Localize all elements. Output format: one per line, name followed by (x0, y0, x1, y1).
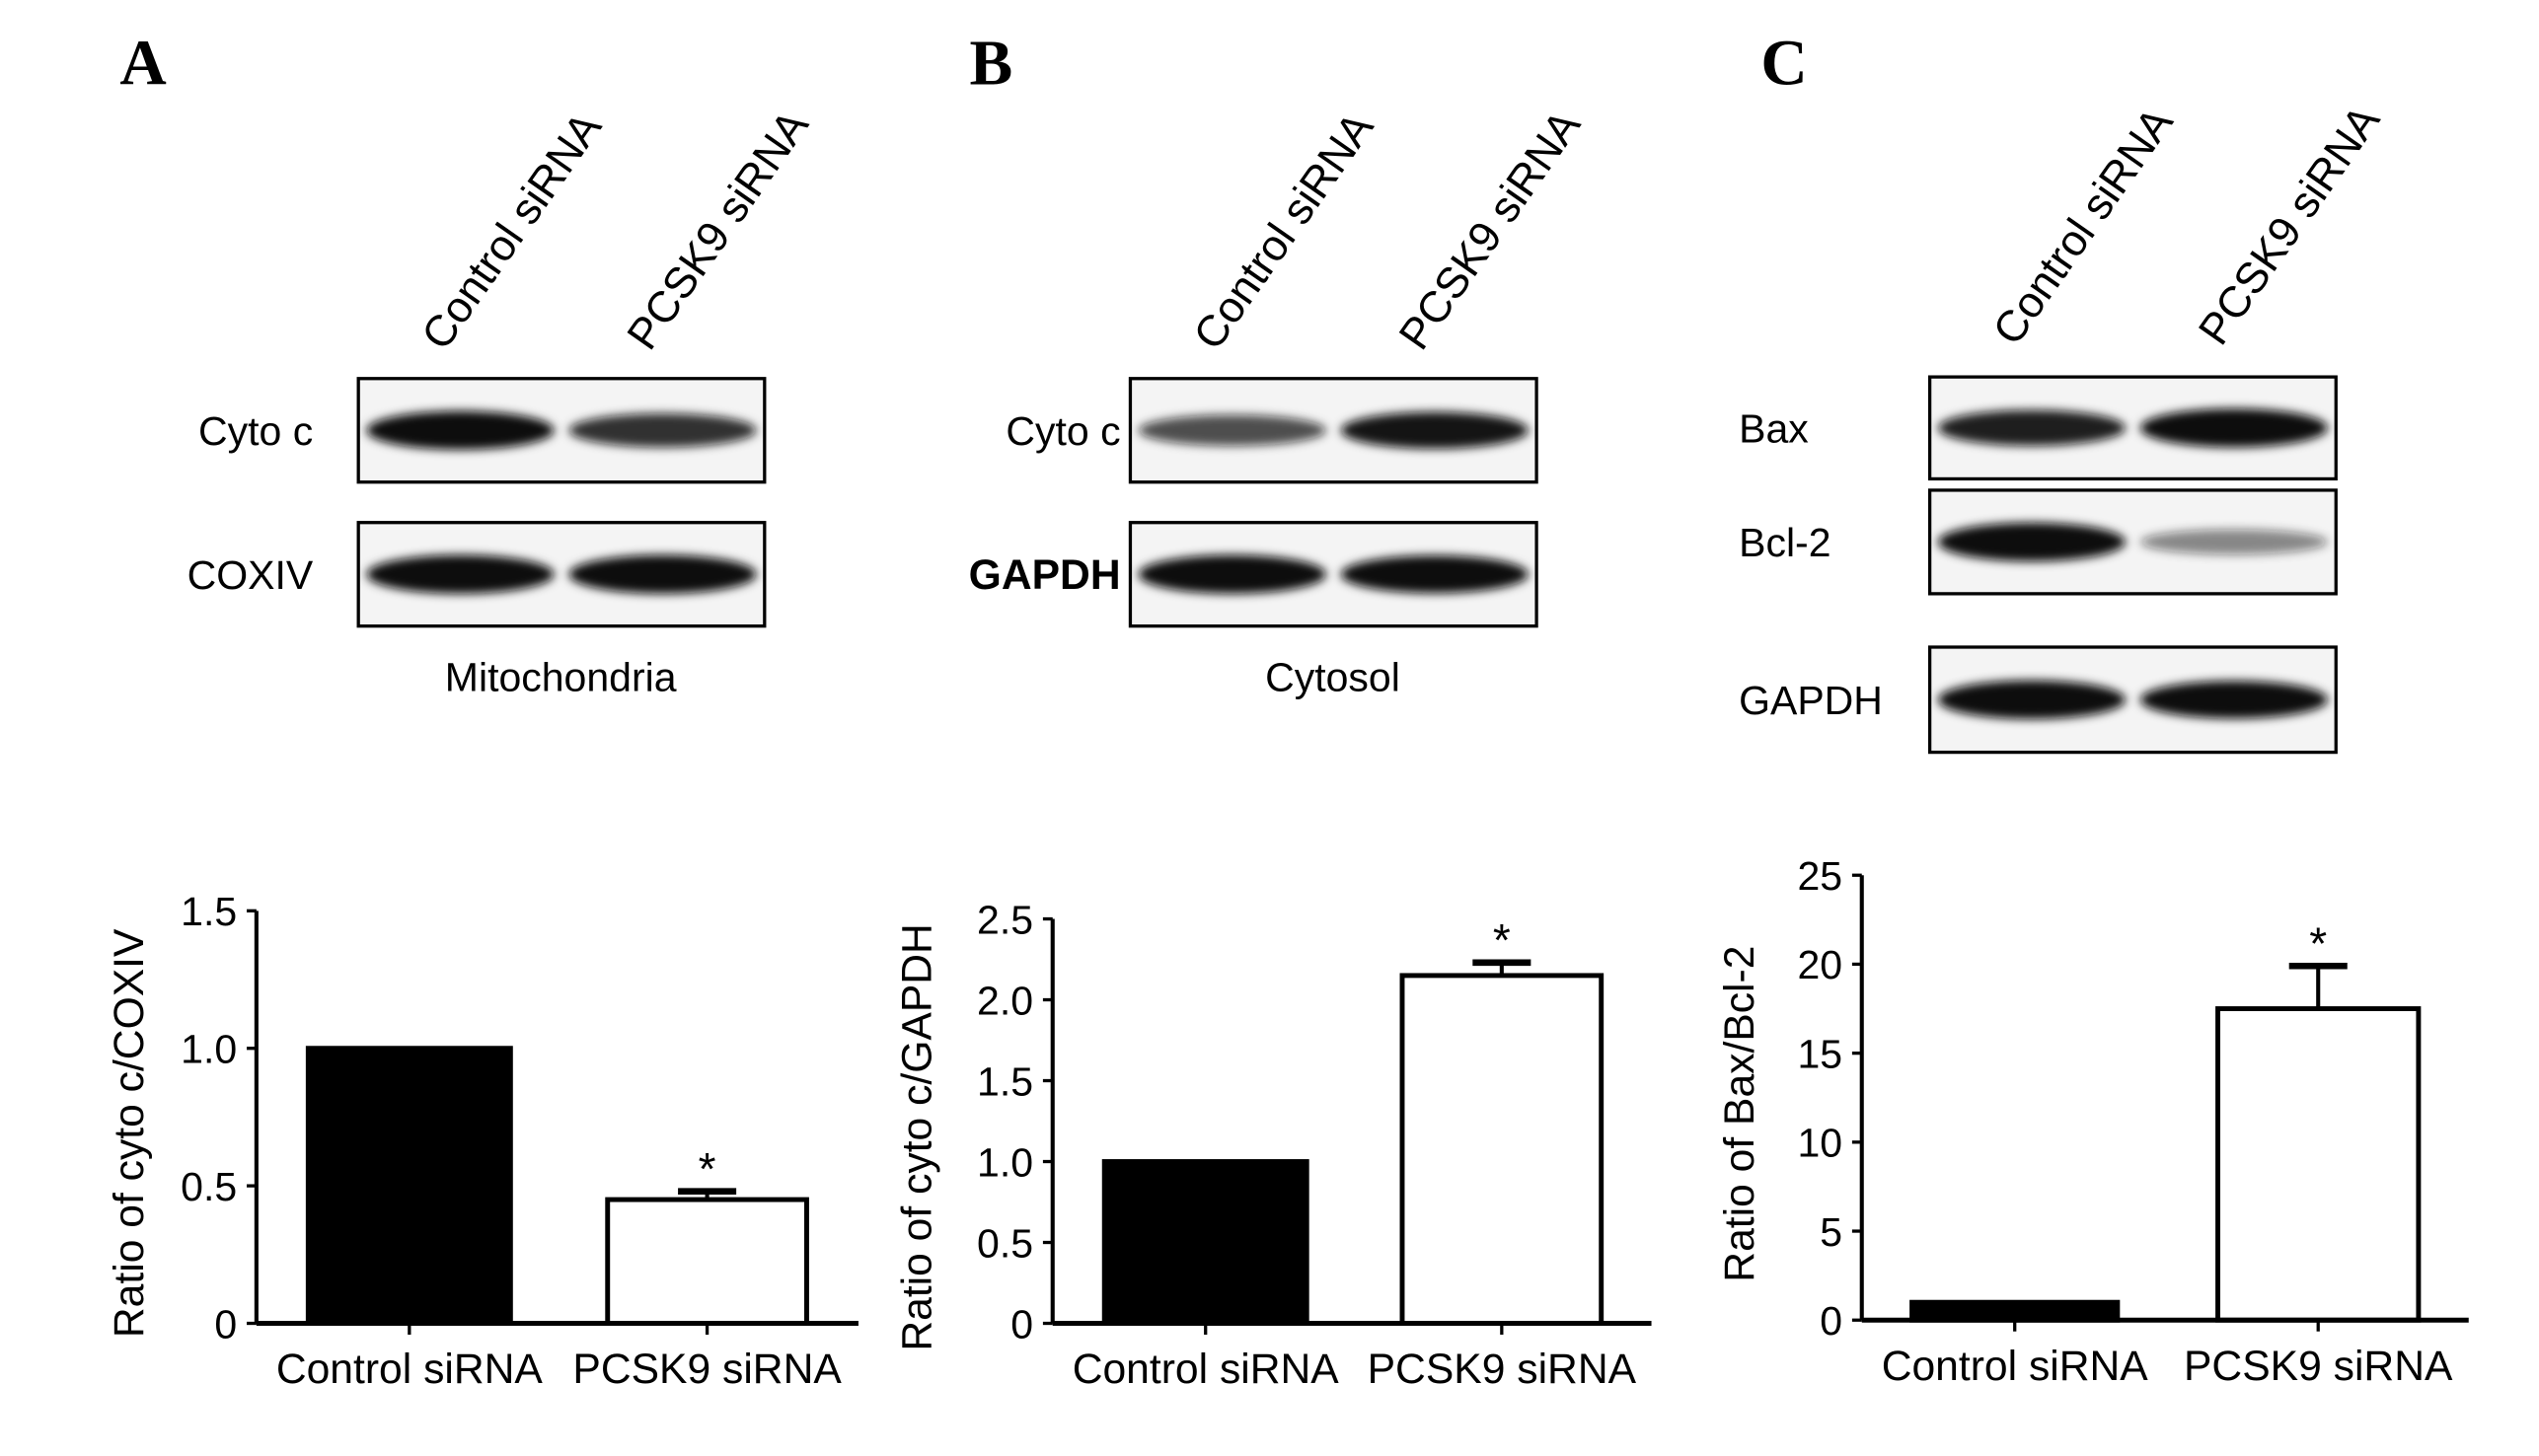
fraction-label: Cytosol (1265, 654, 1400, 699)
bar-control-sirna (305, 1046, 513, 1326)
blot-label: Cyto c (1006, 408, 1120, 454)
band (568, 554, 757, 594)
lane-label: Control siRNA (1984, 99, 2183, 353)
y-tick-label: 0.5 (181, 1164, 237, 1209)
y-tick-label: 25 (1797, 853, 1842, 899)
panel-letter: B (970, 28, 1013, 99)
y-tick-label: 15 (1797, 1031, 1842, 1076)
y-tick-label: 2.0 (977, 978, 1033, 1023)
blot-coxiv: COXIV (187, 521, 767, 628)
y-tick-label: 0 (214, 1301, 237, 1347)
chart-2: Control siRNA * PCSK9 siRNA 0 0.5 1.0 1.5 2.0 2.… (894, 897, 1652, 1393)
blot-label: Cyto c (198, 408, 313, 454)
lane-label: PCSK9 siRNA (618, 102, 818, 358)
lane-label: PCSK9 siRNA (2190, 97, 2390, 353)
blot-label: Bax (1739, 406, 1809, 452)
lane-label: Control siRNA (1184, 104, 1382, 358)
y-tick-label: 5 (1820, 1209, 1842, 1255)
band (1937, 522, 2127, 562)
bar-pcsk9-sirna (2215, 1006, 2422, 1323)
x-tick-label: PCSK9 siRNA (2184, 1343, 2453, 1390)
bar-pcsk9-sirna (605, 1197, 809, 1326)
blot-gapdh: GAPDH (969, 521, 1538, 628)
lane-label: Control siRNA (412, 104, 611, 358)
panel-letter: A (119, 28, 166, 99)
y-tick-label: 20 (1797, 942, 1842, 987)
y-axis-label: Ratio of cyto c/GAPDH (894, 923, 941, 1351)
band (1937, 409, 2127, 446)
band (366, 410, 555, 450)
bar-control-sirna (1909, 1299, 2121, 1323)
panel-letter: C (1760, 28, 1807, 99)
significance-mark: * (2309, 918, 2327, 970)
y-tick-label: 0 (1010, 1301, 1033, 1347)
y-tick-label: 10 (1797, 1121, 1842, 1166)
blot-label: GAPDH (969, 551, 1121, 599)
y-tick-label: 0.5 (977, 1220, 1033, 1266)
blot-bcl-2: Bcl-2 (1739, 488, 2338, 596)
band (1340, 411, 1529, 449)
blot-gapdh: GAPDH (1739, 645, 2338, 755)
blot-cyto-c: Cyto c (1006, 377, 1538, 484)
blot-bax: Bax (1739, 375, 2338, 481)
band (1138, 554, 1326, 594)
significance-mark: * (1493, 914, 1511, 966)
panel-a: A Control siRNA PCSK9 siRNA Cyto c COXIV Mito… (119, 28, 818, 699)
band (2139, 681, 2329, 719)
blot-cyto-c: Cyto c (198, 377, 767, 484)
x-tick-label: PCSK9 siRNA (1368, 1346, 1637, 1393)
band (1340, 555, 1529, 594)
x-tick-label: Control siRNA (1073, 1346, 1340, 1393)
band (2139, 529, 2329, 555)
blot-label: COXIV (187, 552, 314, 598)
bar-control-sirna (1101, 1159, 1309, 1326)
band (1937, 680, 2127, 719)
band (568, 413, 757, 448)
chart-3: Control siRNA * PCSK9 siRNA 0 5 10 15 20 25 Ratio… (1716, 853, 2469, 1390)
bar-charts: Control siRNA * PCSK9 siRNA 0 0.5 1.0 1.5 Ratio… (106, 853, 2469, 1393)
band (366, 554, 555, 594)
band (2139, 408, 2329, 448)
y-tick-label: 1.0 (181, 1026, 237, 1071)
y-axis-label: Ratio of cyto c/COXIV (106, 928, 153, 1338)
lane-label: PCSK9 siRNA (1390, 102, 1591, 358)
significance-mark: * (699, 1143, 716, 1195)
blot-label: Bcl-2 (1739, 520, 1830, 565)
y-tick-label: 1.5 (977, 1058, 1033, 1104)
x-tick-label: Control siRNA (1882, 1343, 2149, 1390)
y-axis-label: Ratio of Bax/Bcl-2 (1716, 946, 1763, 1282)
blot-label: GAPDH (1739, 678, 1883, 723)
panel-c: C Control siRNA PCSK9 siRNA Bax Bcl-2 GAPDH (1739, 28, 2390, 755)
band (1138, 414, 1326, 446)
y-tick-label: 2.5 (977, 897, 1033, 942)
x-tick-label: PCSK9 siRNA (572, 1346, 842, 1393)
x-tick-label: Control siRNA (276, 1346, 544, 1393)
y-tick-label: 1.0 (977, 1139, 1033, 1185)
y-tick-label: 0 (1820, 1298, 1842, 1344)
fraction-label: Mitochondria (445, 654, 677, 699)
panel-b: B Control siRNA PCSK9 siRNA Cyto c GAPDH Cyto… (969, 28, 1591, 699)
bar-pcsk9-sirna (1399, 973, 1605, 1326)
y-tick-label: 1.5 (181, 889, 237, 934)
chart-1: Control siRNA * PCSK9 siRNA 0 0.5 1.0 1.5 Ratio… (106, 889, 859, 1393)
